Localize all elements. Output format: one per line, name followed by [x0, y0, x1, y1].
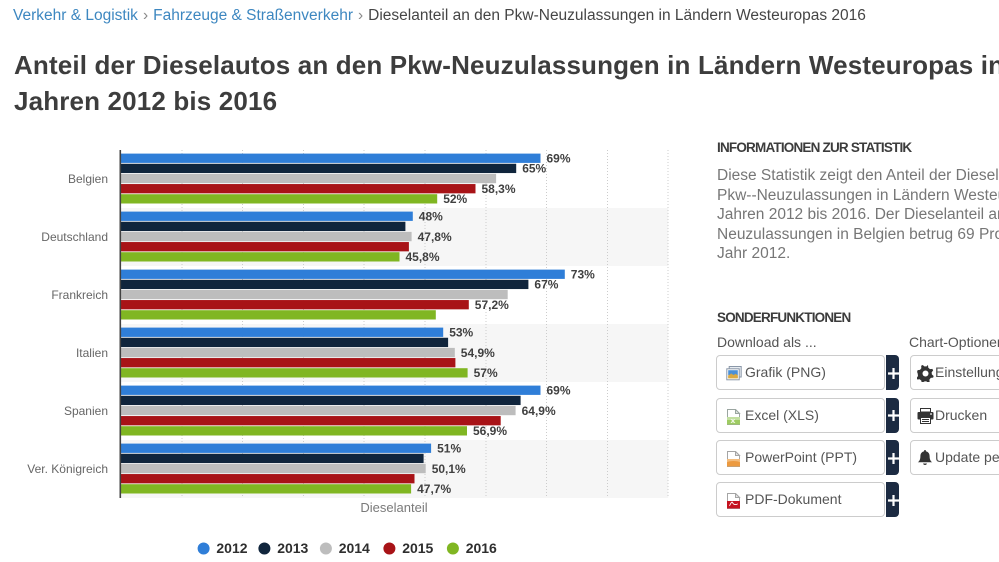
svg-text:57%: 57% — [474, 366, 498, 380]
svg-text:Spanien: Spanien — [64, 404, 108, 418]
svg-text:58,3%: 58,3% — [482, 182, 516, 196]
svg-text:2012: 2012 — [216, 540, 247, 556]
svg-text:52%: 52% — [443, 192, 467, 206]
svg-text:69%: 69% — [547, 383, 571, 397]
svg-text:Dieselanteil: Dieselanteil — [360, 500, 427, 515]
svg-text:Deutschland: Deutschland — [41, 230, 108, 244]
svg-text:56,9%: 56,9% — [473, 424, 507, 438]
svg-text:64,9%: 64,9% — [522, 404, 556, 418]
svg-text:73%: 73% — [571, 267, 595, 281]
svg-text:57,2%: 57,2% — [475, 298, 509, 312]
svg-text:67%: 67% — [534, 278, 558, 292]
svg-text:Ver. Königreich: Ver. Königreich — [27, 462, 108, 476]
svg-text:48%: 48% — [419, 209, 443, 223]
svg-text:45,8%: 45,8% — [406, 250, 440, 264]
svg-text:69%: 69% — [547, 151, 571, 165]
svg-text:2016: 2016 — [466, 540, 497, 556]
svg-text:54,9%: 54,9% — [461, 346, 495, 360]
svg-text:2013: 2013 — [277, 540, 308, 556]
svg-text:Italien: Italien — [76, 346, 108, 360]
svg-text:47,7%: 47,7% — [417, 482, 451, 496]
svg-text:65%: 65% — [522, 162, 546, 176]
svg-text:Belgien: Belgien — [68, 172, 108, 186]
svg-text:51%: 51% — [437, 441, 461, 455]
svg-text:2014: 2014 — [339, 540, 370, 556]
svg-text:50,1%: 50,1% — [432, 462, 466, 476]
svg-text:47,8%: 47,8% — [418, 230, 452, 244]
svg-text:Frankreich: Frankreich — [51, 288, 108, 302]
svg-text:2015: 2015 — [402, 540, 433, 556]
svg-text:53%: 53% — [449, 325, 473, 339]
